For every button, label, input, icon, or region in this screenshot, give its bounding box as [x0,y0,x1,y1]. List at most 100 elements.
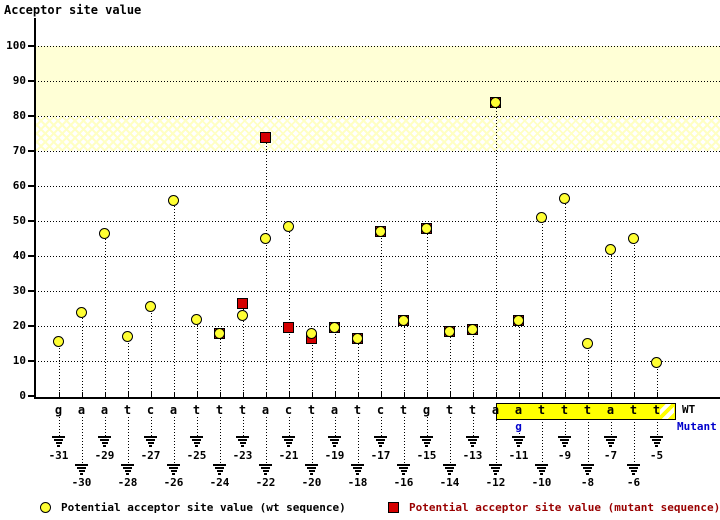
ground-bar [397,464,410,466]
position-label: -16 [393,476,414,489]
ground-icon [374,436,387,449]
wt-point [651,357,662,369]
ground-bar [308,470,315,472]
ground-bar [328,436,341,438]
ground-bar [351,464,364,466]
seq-stem [127,417,129,464]
ground-bar [517,445,520,447]
ground-bar [282,436,295,438]
y-tick-label: 0 [19,389,26,402]
ground-icon [558,436,571,449]
ground-bar [448,473,451,475]
ground-bar [468,439,477,441]
base-letter: t [468,403,477,417]
ground-bar [331,442,338,444]
y-tick [28,255,34,257]
ground-bar [333,445,336,447]
ground-bar [581,464,594,466]
ground-bar [284,439,293,441]
mutant-point [237,297,248,309]
ground-bar [607,442,614,444]
seq-stem [403,417,405,464]
ground-icon [121,464,134,477]
ground-bar [149,445,152,447]
ground-bar [653,442,660,444]
seq-stem [357,417,359,464]
ground-bar [52,436,65,438]
point-stem [518,320,520,396]
seq-stem [656,422,658,436]
ground-bar [558,436,571,438]
base-letter: a [77,403,86,417]
ground-bar [609,445,612,447]
position-label: -23 [232,449,253,462]
ground-icon [604,436,617,449]
y-tick [28,150,34,152]
seq-stem [242,417,244,436]
y-tick [28,185,34,187]
seq-stem [449,417,451,464]
point-stem [587,343,589,396]
y-tick-label: 100 [6,39,26,52]
ground-bar [423,442,430,444]
wt-point [283,220,294,232]
x-tick [357,392,359,398]
ground-icon [144,436,157,449]
ground-icon [305,464,318,477]
point-stem [495,102,497,396]
ground-icon [650,436,663,449]
point-stem [334,327,336,396]
wt-point [421,222,432,234]
ground-bar [121,464,134,466]
x-tick [426,392,428,398]
wt-point [582,338,593,349]
ground-bar [213,464,226,466]
point-stem [541,217,543,396]
wt-point [191,313,202,325]
point-stem [58,341,60,396]
base-letter: a [169,403,178,417]
seq-stem [104,417,106,436]
position-label: -8 [580,476,595,489]
ground-bar [195,445,198,447]
position-label: -20 [301,476,322,489]
y-tick-label: 10 [12,354,26,367]
ground-bar [402,473,405,475]
seq-stem [58,417,60,436]
ground-icon [259,464,272,477]
base-letter: t [238,403,247,417]
ground-bar [144,436,157,438]
grid-line [35,151,720,152]
wt-point [605,243,616,255]
point-stem [403,320,405,396]
x-axis [34,397,720,399]
y-tick [28,395,34,397]
ground-bar [216,470,223,472]
wt-point [490,96,501,108]
x-tick [334,392,336,398]
position-label: -12 [485,476,506,489]
position-label: -5 [649,449,664,462]
ground-bar [101,442,108,444]
seq-stem [541,422,543,464]
seq-stem [610,422,612,436]
position-label: -17 [370,449,391,462]
x-tick [656,392,658,398]
x-tick [610,392,612,398]
x-tick [196,392,198,398]
point-stem [173,200,175,396]
position-label: -10 [531,476,552,489]
ground-bar [445,467,454,469]
ground-bar [124,470,131,472]
y-tick [28,290,34,292]
ground-bar [630,470,637,472]
wt-point [99,227,110,239]
x-tick [518,392,520,398]
base-letter: t [652,403,661,417]
ground-bar [632,473,635,475]
y-tick-label: 20 [12,319,26,332]
wt-circle-icon [40,501,51,513]
ground-icon [535,464,548,477]
x-tick [587,392,589,398]
ground-bar [192,439,201,441]
